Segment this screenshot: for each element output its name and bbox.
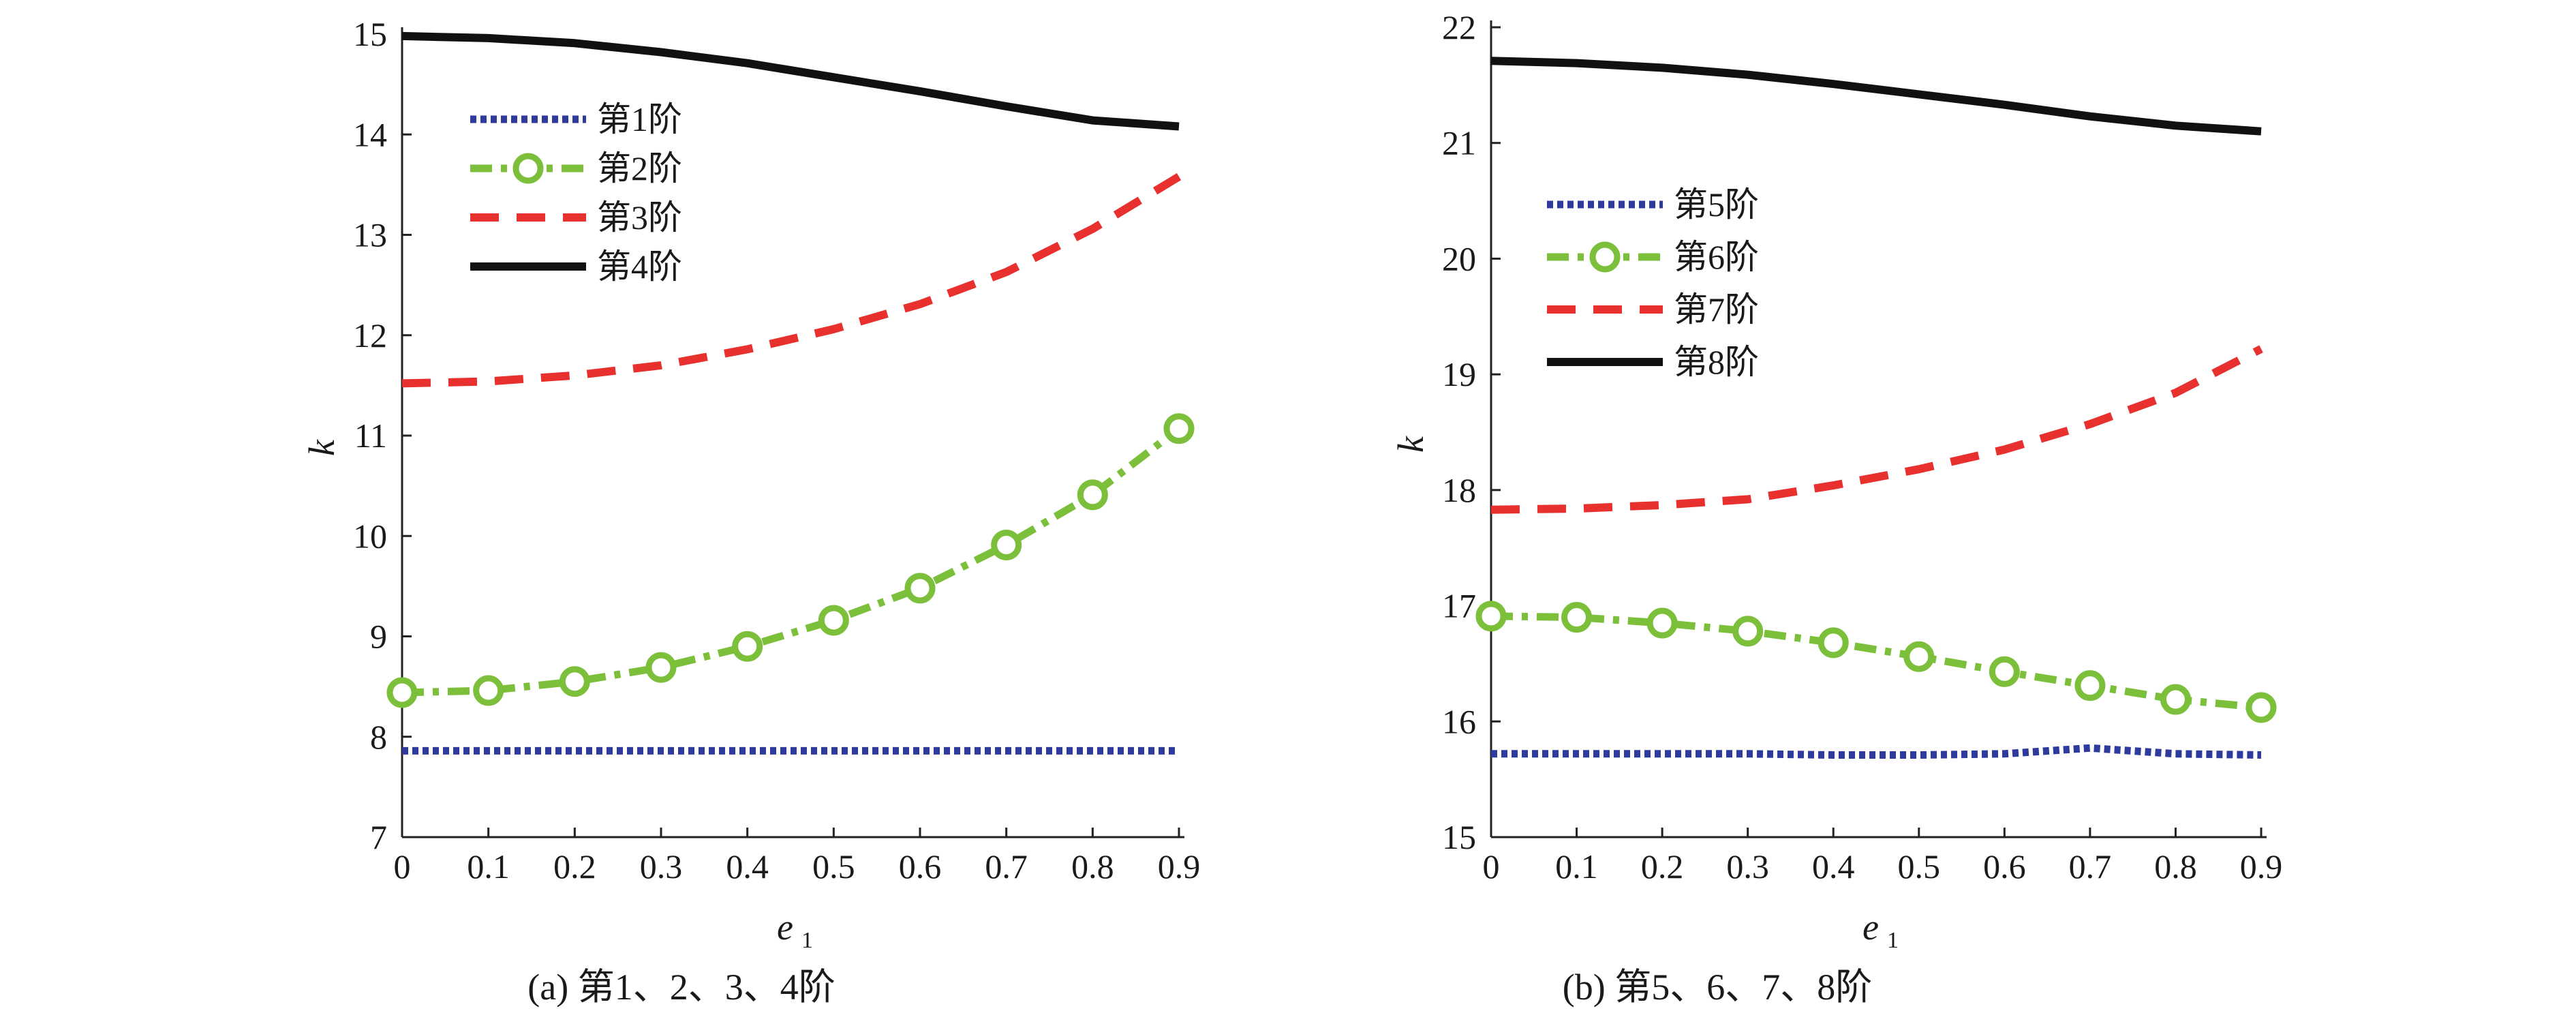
- y-tick-label: 8: [370, 718, 387, 756]
- y-axis-label: k: [301, 439, 342, 456]
- data-point-marker: [1732, 616, 1764, 647]
- y-tick-label: 22: [1442, 8, 1476, 46]
- legend-label: 第6阶: [1674, 238, 1759, 276]
- y-tick-label: 19: [1442, 355, 1476, 393]
- data-point-marker: [1475, 601, 1507, 632]
- series-line-2: [401, 425, 1182, 697]
- data-point-marker: [2074, 670, 2106, 701]
- data-point-marker: [904, 573, 936, 604]
- data-point-marker: [818, 605, 849, 636]
- data-point-marker: [473, 675, 504, 706]
- x-tick-label: 0.2: [553, 847, 596, 886]
- data-point-marker: [732, 631, 763, 662]
- x-tick-label: 0.9: [2240, 847, 2283, 886]
- x-tick-label: 0.5: [812, 847, 855, 886]
- x-axis-label-subscript: 1: [1887, 928, 1899, 953]
- x-tick-label: 0.1: [1555, 847, 1598, 886]
- y-tick-label: 13: [353, 216, 387, 254]
- legend-marker: [512, 153, 544, 184]
- data-point-marker: [386, 677, 418, 708]
- data-point-marker: [1903, 641, 1935, 672]
- y-tick-label: 15: [353, 15, 387, 53]
- x-tick-label: 0.4: [1812, 847, 1855, 886]
- y-tick-label: 11: [354, 417, 387, 455]
- legend-label: 第5阶: [1674, 185, 1759, 224]
- y-tick-label: 17: [1442, 587, 1476, 625]
- data-point-marker: [1989, 656, 2020, 687]
- data-point-marker: [991, 530, 1022, 561]
- x-tick-label: 0.1: [467, 847, 510, 886]
- x-tick-label: 0.8: [2154, 847, 2197, 886]
- data-point-marker: [1561, 602, 1593, 633]
- x-axis-label-subscript: 1: [801, 928, 813, 953]
- x-axis-label: e: [1862, 907, 1879, 948]
- x-tick-label: 0: [394, 847, 411, 886]
- y-tick-label: 18: [1442, 471, 1476, 509]
- data-point-marker: [645, 652, 677, 683]
- data-point-marker: [559, 666, 590, 697]
- series-line-3: [1490, 345, 2263, 514]
- data-point-marker: [1163, 413, 1195, 444]
- x-tick-label: 0.9: [1158, 847, 1201, 886]
- y-tick-label: 10: [353, 517, 387, 555]
- series-line-2: [1490, 612, 2262, 712]
- series-line-4: [1490, 57, 2262, 136]
- chart-panel-a: 7 8 9 10 11 12 13 14 15 0 0.1 0.2 0.3 0.4 0.5 0.6 0.7 0.8…: [301, 15, 1200, 953]
- y-axis-label: k: [1390, 436, 1431, 453]
- y-tick-label: 14: [353, 115, 387, 153]
- x-tick-label: 0.2: [1641, 847, 1684, 886]
- x-tick-label: 0.4: [726, 847, 769, 886]
- x-tick-label: 0.7: [2069, 847, 2112, 886]
- data-point-marker: [2160, 684, 2191, 715]
- data-point-marker: [1646, 607, 1678, 639]
- legend-label: 第2阶: [597, 149, 682, 187]
- y-tick-label: 21: [1442, 124, 1476, 162]
- series-line-4: [401, 31, 1180, 131]
- y-tick-label: 20: [1442, 239, 1476, 277]
- data-point-marker: [1077, 479, 1108, 511]
- legend-label: 第8阶: [1674, 343, 1759, 381]
- y-tick-label: 12: [353, 316, 387, 354]
- series-line-3: [401, 172, 1182, 388]
- y-tick-label: 16: [1442, 702, 1476, 740]
- caption-b: (b) 第5、6、7、8阶: [1563, 967, 1872, 1008]
- x-axis-label: e: [777, 907, 793, 948]
- x-tick-label: 0: [1483, 847, 1500, 886]
- x-tick-label: 0.5: [1898, 847, 1941, 886]
- data-point-marker: [1818, 627, 1849, 659]
- x-tick-label: 0.6: [1983, 847, 2026, 886]
- legend-marker: [1589, 241, 1621, 273]
- y-tick-label: 9: [370, 618, 387, 656]
- y-tick-label: 7: [370, 818, 387, 856]
- x-tick-label: 0.8: [1071, 847, 1114, 886]
- series-line-1: [1491, 744, 2262, 759]
- legend-label: 第4阶: [597, 247, 682, 286]
- data-point-marker: [2245, 692, 2277, 723]
- legend-label: 第1阶: [597, 100, 682, 138]
- legend-label: 第3阶: [597, 198, 682, 237]
- x-tick-label: 0.3: [640, 847, 683, 886]
- x-tick-label: 0.7: [985, 847, 1028, 886]
- legend-label: 第7阶: [1674, 290, 1759, 329]
- x-tick-label: 0.6: [899, 847, 942, 886]
- y-tick-label: 15: [1442, 818, 1476, 856]
- caption-a: (a) 第1、2、3、4阶: [527, 967, 835, 1008]
- chart-panel-b: 15 16 17 18 19 20 21 22 0 0.1 0.2 0.3 0.4 0.5 0.6 0.7 0.…: [1390, 8, 2282, 953]
- x-tick-label: 0.3: [1726, 847, 1769, 886]
